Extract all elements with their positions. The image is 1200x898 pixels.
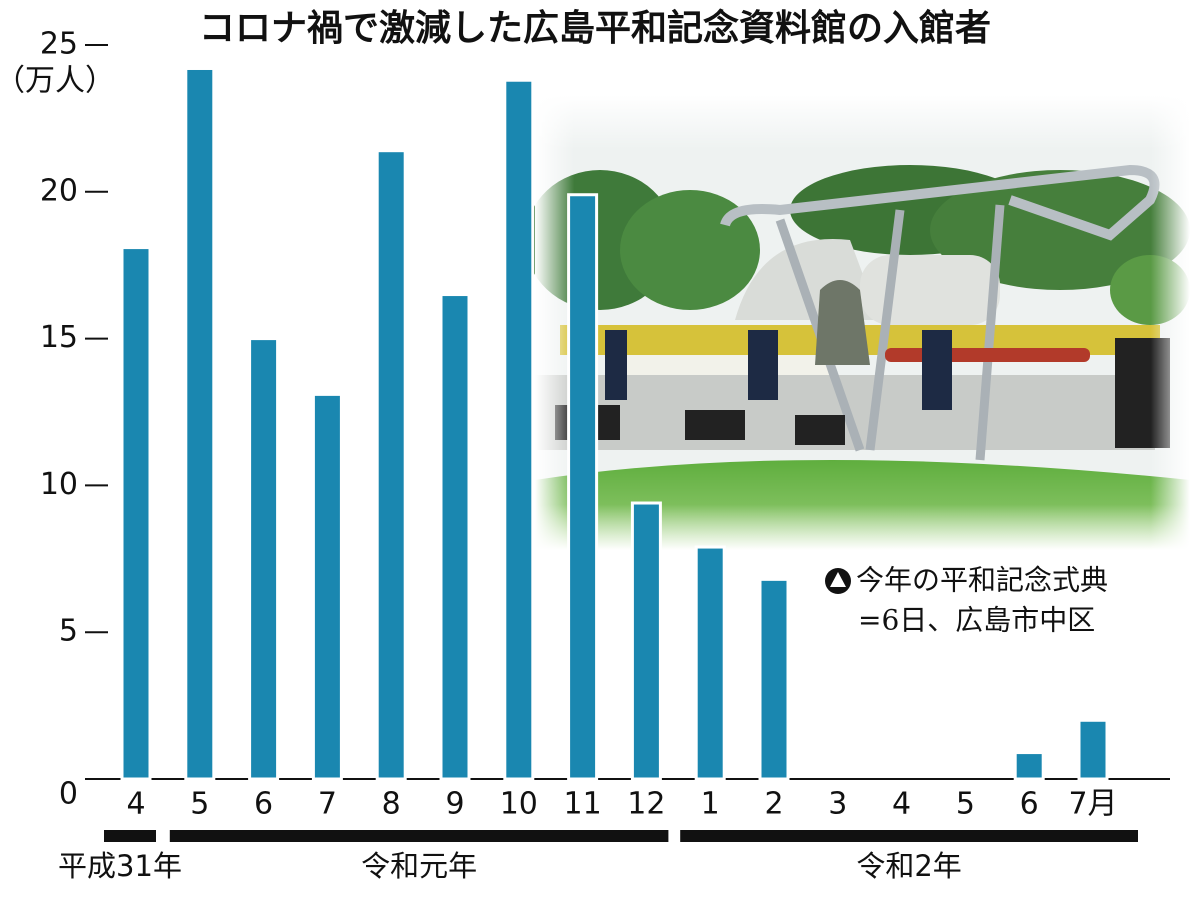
- x-tick-label: 4: [892, 787, 911, 822]
- era-label: 平成31年: [58, 849, 182, 883]
- y-tick-label: 15: [40, 320, 78, 355]
- x-tick-label: 3: [828, 787, 847, 822]
- era-bar: [169, 830, 669, 842]
- y-tick-label: 0: [59, 777, 78, 812]
- y-tick-label: 5: [59, 614, 78, 649]
- x-tick-label: 12: [627, 787, 665, 822]
- x-tick-label: 5: [190, 787, 209, 822]
- x-tick-label: 5: [956, 787, 975, 822]
- photo: [525, 95, 1190, 550]
- bar: [184, 66, 216, 781]
- x-tick-label: 2: [764, 787, 783, 822]
- y-tick-label: 25: [40, 27, 78, 62]
- bar: [375, 149, 407, 781]
- x-tick-label: 1: [701, 787, 720, 822]
- bar: [1077, 718, 1109, 781]
- caption-icon-triangle: [830, 572, 846, 587]
- era-bar: [104, 830, 156, 842]
- x-tick-label: 6: [254, 787, 273, 822]
- y-tick-label: 20: [40, 173, 78, 208]
- bar: [503, 78, 535, 781]
- y-tick-label: 10: [40, 467, 78, 502]
- bar: [694, 545, 726, 781]
- bar: [758, 577, 790, 781]
- bar: [567, 193, 599, 781]
- x-tick-label: 9: [445, 787, 464, 822]
- era-label: 令和2年: [856, 849, 961, 883]
- bar: [439, 293, 471, 781]
- bar: [1013, 751, 1045, 781]
- era-bar: [680, 830, 1138, 842]
- caption: 今年の平和記念式典: [856, 564, 1108, 597]
- bar: [248, 337, 280, 781]
- x-tick-label: 7: [318, 787, 337, 822]
- y-axis-label: （万人）: [0, 64, 115, 99]
- caption: =6日、広島市中区: [858, 604, 1095, 637]
- chart-title: コロナ禍で激減した広島平和記念資料館の入館者: [199, 7, 991, 49]
- x-tick-label: 8: [382, 787, 401, 822]
- x-tick-label: 4: [126, 787, 145, 822]
- era-label: 令和元年: [361, 849, 477, 883]
- x-tick-label: 6: [1020, 787, 1039, 822]
- x-tick-label: 10: [500, 787, 538, 822]
- x-tick-label: 7月: [1068, 787, 1117, 822]
- x-tick-label: 11: [564, 787, 602, 822]
- bar: [630, 501, 662, 781]
- bar: [120, 246, 152, 781]
- bar: [311, 392, 343, 781]
